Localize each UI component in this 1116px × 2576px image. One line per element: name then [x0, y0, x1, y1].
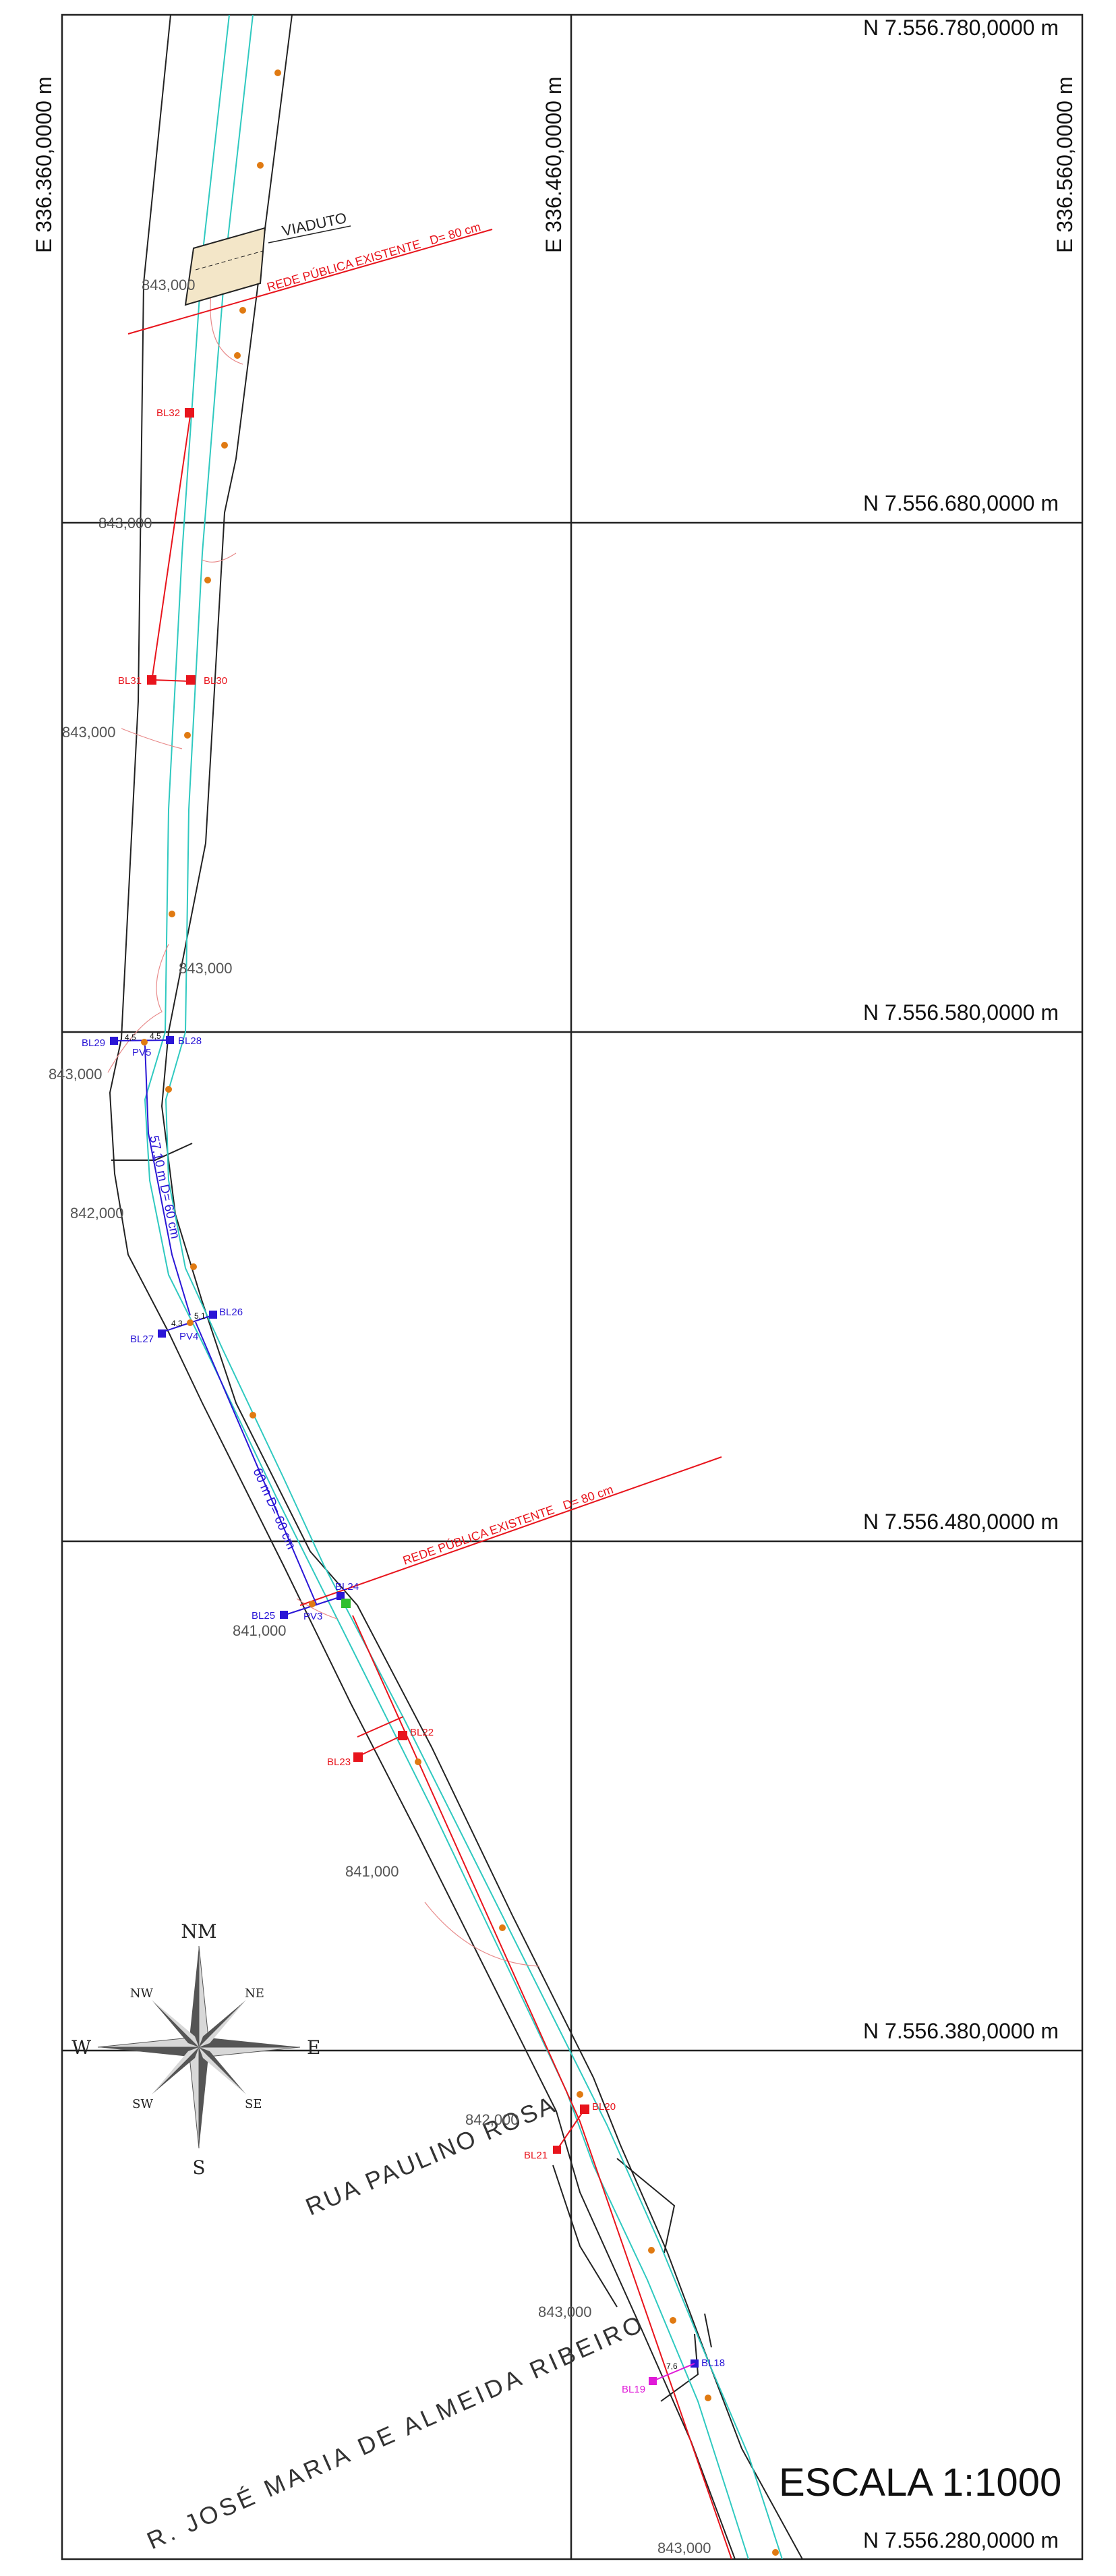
northing-label: N 7.556.780,0000 m [863, 16, 1059, 40]
node-label-bl20: BL20 [592, 2101, 616, 2113]
contour-label: 843,000 [98, 515, 152, 532]
curb-lines [144, 14, 783, 2560]
node-label-bl32: BL32 [156, 407, 180, 419]
inlet-bl23 [353, 1752, 363, 1762]
node-label-pv5: PV5 [132, 1047, 151, 1058]
dimension-text: 4,5 [125, 1033, 136, 1042]
compass-n: NM [181, 1920, 216, 1943]
street-label-paulino: RUA PAULINO ROSA [301, 2090, 560, 2221]
inlet-markers [110, 408, 699, 2385]
inlet-bl29 [110, 1037, 118, 1045]
scale-label: ESCALA 1:1000 [779, 2461, 1061, 2505]
inlet-connection-bl18 [652, 2363, 695, 2382]
contour-label: 841,000 [233, 1622, 287, 1639]
node-label-bl23: BL23 [327, 1756, 351, 1768]
viaduto-label: VIADUTO [281, 209, 348, 239]
node-label-bl24: BL24 [335, 1581, 359, 1593]
inlet-bl27 [158, 1329, 166, 1338]
inlet-bl24 [336, 1592, 345, 1600]
northing-label: N 7.556.280,0000 m [863, 2528, 1059, 2552]
street-label-jose: R. JOSÉ MARIA DE ALMEIDA RIBEIRO [143, 2309, 649, 2555]
contour-label: 843,000 [657, 2540, 711, 2556]
northing-label: N 7.556.680,0000 m [863, 491, 1059, 515]
node-label-bl25: BL25 [252, 1610, 275, 1622]
compass-rose: NM S E W NE NW SE SW [71, 1920, 320, 2179]
compass-ne: NE [245, 1986, 264, 2001]
node-label-pv3: PV3 [303, 1611, 322, 1622]
node-label-bl19: BL19 [622, 2384, 645, 2395]
compass-e: E [307, 2036, 320, 2059]
contour-label: 843,000 [49, 1066, 102, 1083]
inlet-bl30 [186, 675, 196, 685]
node-label-bl18: BL18 [701, 2357, 725, 2369]
inlet-connections [360, 1735, 585, 2150]
dimension-text: 7,6 [666, 2362, 678, 2371]
compass-sw: SW [132, 2097, 153, 2111]
node-label-bl30: BL30 [204, 675, 227, 687]
easting-label: E 336.360,0000 m [32, 76, 56, 253]
node-existing [341, 1599, 351, 1608]
northing-label: N 7.556.380,0000 m [863, 2019, 1059, 2043]
dimension-text: 4,3 [171, 1319, 183, 1328]
node-label-bl31: BL31 [118, 675, 142, 687]
rede-label-mid: REDE PÚBLICA EXISTENTE_ D= 80 cm [401, 1482, 615, 1568]
compass-nw: NW [130, 1986, 154, 2001]
contour-label: 843,000 [62, 724, 116, 741]
northing-label: N 7.556.580,0000 m [863, 1000, 1059, 1025]
contour-label: 843,000 [142, 277, 196, 293]
node-label-bl21: BL21 [524, 2150, 548, 2161]
node-label-bl26: BL26 [219, 1307, 243, 1318]
light-posts [165, 69, 779, 2556]
contour-label: 841,000 [345, 1863, 399, 1880]
node-label-bl29: BL29 [82, 1037, 105, 1049]
dimension-text: 5,1 [194, 1311, 206, 1321]
manhole-pv4 [187, 1319, 194, 1326]
inlet-bl31 [147, 675, 156, 685]
northing-label: N 7.556.480,0000 m [863, 1510, 1059, 1534]
node-label-pv4: PV4 [179, 1331, 198, 1342]
manhole-pv3 [309, 1601, 316, 1607]
easting-label: E 336.560,0000 m [1053, 76, 1077, 253]
node-label-bl28: BL28 [178, 1035, 202, 1047]
inlet-bl28 [166, 1036, 174, 1044]
contour-label: 842,000 [70, 1205, 124, 1222]
inlet-bl22 [398, 1731, 407, 1740]
contour-label: 842,000 [465, 2111, 519, 2128]
street-edges [109, 14, 803, 2560]
node-label-bl22: BL22 [410, 1727, 434, 1738]
contour-label: 843,000 [538, 2303, 592, 2320]
node-label-bl27: BL27 [130, 1334, 154, 1345]
compass-s: S [192, 2156, 205, 2179]
easting-label: E 336.460,0000 m [541, 76, 566, 253]
viaduct [184, 225, 351, 306]
manhole-pv5 [141, 1039, 148, 1046]
dimension-text: 4,5 [150, 1031, 161, 1041]
inlet-bl32 [185, 408, 194, 418]
compass-w: W [71, 2036, 91, 2059]
inlet-bl25 [280, 1611, 288, 1619]
compass-se: SE [245, 2097, 262, 2111]
contour-label: 843,000 [179, 960, 233, 977]
inlet-bl26 [209, 1311, 217, 1319]
existing-network [127, 229, 732, 2560]
